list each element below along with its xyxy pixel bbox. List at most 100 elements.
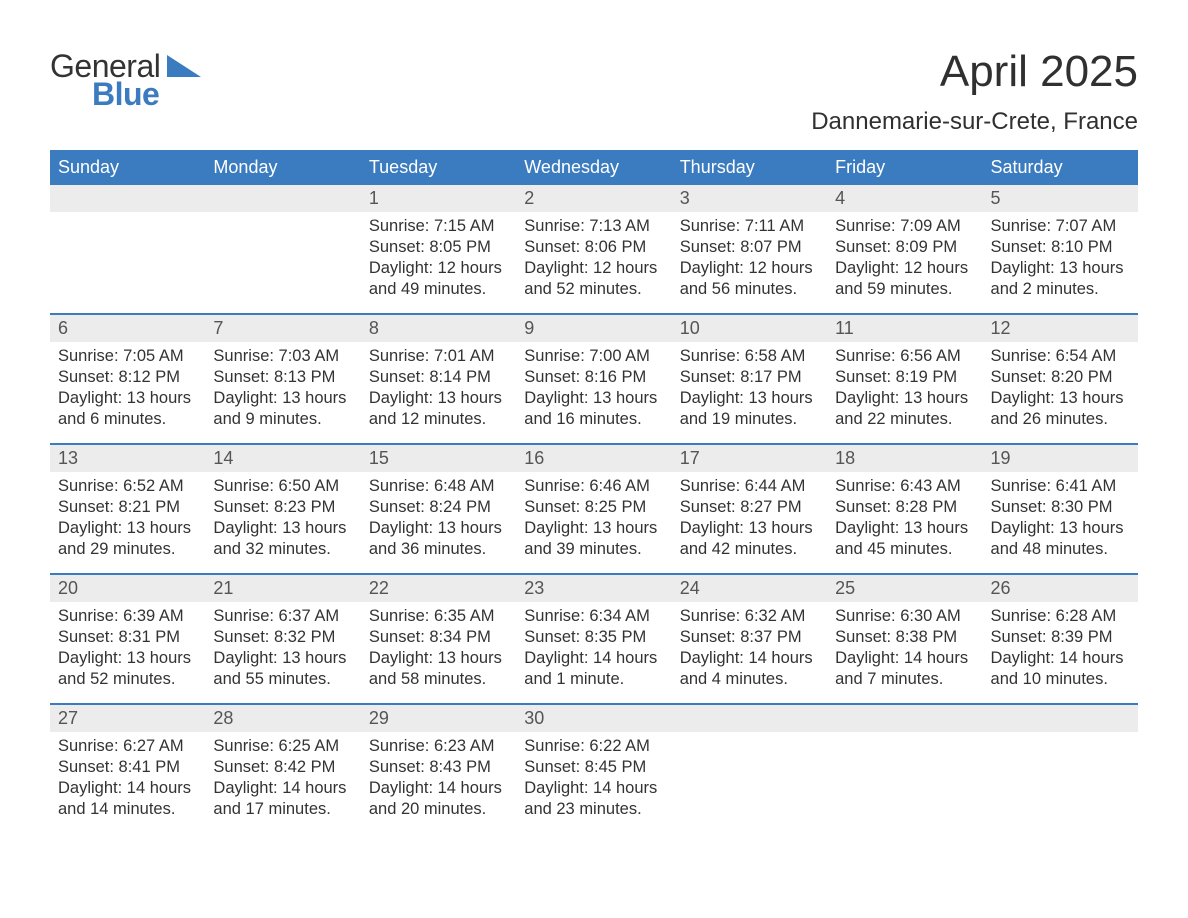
day-cell: 22Sunrise: 6:35 AMSunset: 8:34 PMDayligh… [361, 575, 516, 703]
day-body: Sunrise: 6:41 AMSunset: 8:30 PMDaylight:… [983, 472, 1138, 568]
sunrise-line: Sunrise: 6:30 AM [835, 606, 974, 627]
sunrise-line: Sunrise: 7:03 AM [213, 346, 352, 367]
day-body: Sunrise: 7:01 AMSunset: 8:14 PMDaylight:… [361, 342, 516, 438]
day-cell [983, 705, 1138, 833]
daylight-line: Daylight: 13 hours and 29 minutes. [58, 518, 197, 560]
day-number: 27 [50, 705, 205, 732]
day-cell: 3Sunrise: 7:11 AMSunset: 8:07 PMDaylight… [672, 185, 827, 313]
day-body: Sunrise: 6:35 AMSunset: 8:34 PMDaylight:… [361, 602, 516, 698]
day-number: 3 [672, 185, 827, 212]
day-number [672, 705, 827, 732]
weekday-header-cell: Thursday [672, 150, 827, 185]
day-body: Sunrise: 6:48 AMSunset: 8:24 PMDaylight:… [361, 472, 516, 568]
sunrise-line: Sunrise: 6:54 AM [991, 346, 1130, 367]
week-row: 27Sunrise: 6:27 AMSunset: 8:41 PMDayligh… [50, 703, 1138, 833]
sunrise-line: Sunrise: 6:37 AM [213, 606, 352, 627]
weekday-header-cell: Friday [827, 150, 982, 185]
sunrise-line: Sunrise: 6:50 AM [213, 476, 352, 497]
day-number: 19 [983, 445, 1138, 472]
day-body: Sunrise: 7:00 AMSunset: 8:16 PMDaylight:… [516, 342, 671, 438]
daylight-line: Daylight: 13 hours and 45 minutes. [835, 518, 974, 560]
day-number: 2 [516, 185, 671, 212]
daylight-line: Daylight: 13 hours and 19 minutes. [680, 388, 819, 430]
sunset-line: Sunset: 8:28 PM [835, 497, 974, 518]
day-cell: 20Sunrise: 6:39 AMSunset: 8:31 PMDayligh… [50, 575, 205, 703]
daylight-line: Daylight: 14 hours and 7 minutes. [835, 648, 974, 690]
daylight-line: Daylight: 13 hours and 26 minutes. [991, 388, 1130, 430]
day-cell: 13Sunrise: 6:52 AMSunset: 8:21 PMDayligh… [50, 445, 205, 573]
week-row: 6Sunrise: 7:05 AMSunset: 8:12 PMDaylight… [50, 313, 1138, 443]
day-cell: 12Sunrise: 6:54 AMSunset: 8:20 PMDayligh… [983, 315, 1138, 443]
day-cell: 29Sunrise: 6:23 AMSunset: 8:43 PMDayligh… [361, 705, 516, 833]
day-cell: 18Sunrise: 6:43 AMSunset: 8:28 PMDayligh… [827, 445, 982, 573]
sunset-line: Sunset: 8:09 PM [835, 237, 974, 258]
day-number: 8 [361, 315, 516, 342]
day-body: Sunrise: 6:39 AMSunset: 8:31 PMDaylight:… [50, 602, 205, 698]
daylight-line: Daylight: 13 hours and 2 minutes. [991, 258, 1130, 300]
day-number: 4 [827, 185, 982, 212]
day-body: Sunrise: 6:34 AMSunset: 8:35 PMDaylight:… [516, 602, 671, 698]
day-cell [672, 705, 827, 833]
daylight-line: Daylight: 14 hours and 1 minute. [524, 648, 663, 690]
day-number: 21 [205, 575, 360, 602]
day-number: 23 [516, 575, 671, 602]
sunset-line: Sunset: 8:25 PM [524, 497, 663, 518]
sunrise-line: Sunrise: 6:48 AM [369, 476, 508, 497]
daylight-line: Daylight: 12 hours and 56 minutes. [680, 258, 819, 300]
sunrise-line: Sunrise: 6:22 AM [524, 736, 663, 757]
sunset-line: Sunset: 8:34 PM [369, 627, 508, 648]
location-subtitle: Dannemarie-sur-Crete, France [811, 108, 1138, 136]
daylight-line: Daylight: 14 hours and 23 minutes. [524, 778, 663, 820]
daylight-line: Daylight: 13 hours and 22 minutes. [835, 388, 974, 430]
daylight-line: Daylight: 12 hours and 49 minutes. [369, 258, 508, 300]
day-number: 28 [205, 705, 360, 732]
day-body: Sunrise: 6:30 AMSunset: 8:38 PMDaylight:… [827, 602, 982, 698]
day-cell: 7Sunrise: 7:03 AMSunset: 8:13 PMDaylight… [205, 315, 360, 443]
day-number: 9 [516, 315, 671, 342]
day-cell: 27Sunrise: 6:27 AMSunset: 8:41 PMDayligh… [50, 705, 205, 833]
day-cell: 6Sunrise: 7:05 AMSunset: 8:12 PMDaylight… [50, 315, 205, 443]
day-body: Sunrise: 6:37 AMSunset: 8:32 PMDaylight:… [205, 602, 360, 698]
daylight-line: Daylight: 13 hours and 39 minutes. [524, 518, 663, 560]
day-number: 16 [516, 445, 671, 472]
day-number: 13 [50, 445, 205, 472]
day-body: Sunrise: 6:44 AMSunset: 8:27 PMDaylight:… [672, 472, 827, 568]
day-body: Sunrise: 6:54 AMSunset: 8:20 PMDaylight:… [983, 342, 1138, 438]
day-cell: 23Sunrise: 6:34 AMSunset: 8:35 PMDayligh… [516, 575, 671, 703]
sunset-line: Sunset: 8:20 PM [991, 367, 1130, 388]
day-body: Sunrise: 6:28 AMSunset: 8:39 PMDaylight:… [983, 602, 1138, 698]
day-body: Sunrise: 7:03 AMSunset: 8:13 PMDaylight:… [205, 342, 360, 438]
day-body: Sunrise: 7:15 AMSunset: 8:05 PMDaylight:… [361, 212, 516, 308]
day-cell: 17Sunrise: 6:44 AMSunset: 8:27 PMDayligh… [672, 445, 827, 573]
sunset-line: Sunset: 8:43 PM [369, 757, 508, 778]
day-number: 6 [50, 315, 205, 342]
day-cell: 30Sunrise: 6:22 AMSunset: 8:45 PMDayligh… [516, 705, 671, 833]
day-number: 10 [672, 315, 827, 342]
sunset-line: Sunset: 8:35 PM [524, 627, 663, 648]
daylight-line: Daylight: 12 hours and 59 minutes. [835, 258, 974, 300]
brand-text: General Blue [50, 50, 201, 110]
day-cell: 5Sunrise: 7:07 AMSunset: 8:10 PMDaylight… [983, 185, 1138, 313]
sunrise-line: Sunrise: 6:25 AM [213, 736, 352, 757]
sunset-line: Sunset: 8:24 PM [369, 497, 508, 518]
day-body: Sunrise: 6:50 AMSunset: 8:23 PMDaylight:… [205, 472, 360, 568]
day-cell: 26Sunrise: 6:28 AMSunset: 8:39 PMDayligh… [983, 575, 1138, 703]
weekday-header-cell: Sunday [50, 150, 205, 185]
day-body: Sunrise: 7:11 AMSunset: 8:07 PMDaylight:… [672, 212, 827, 308]
sunrise-line: Sunrise: 6:43 AM [835, 476, 974, 497]
sunset-line: Sunset: 8:27 PM [680, 497, 819, 518]
day-body: Sunrise: 7:05 AMSunset: 8:12 PMDaylight:… [50, 342, 205, 438]
day-cell: 8Sunrise: 7:01 AMSunset: 8:14 PMDaylight… [361, 315, 516, 443]
sunset-line: Sunset: 8:30 PM [991, 497, 1130, 518]
day-number: 22 [361, 575, 516, 602]
day-cell: 4Sunrise: 7:09 AMSunset: 8:09 PMDaylight… [827, 185, 982, 313]
sunrise-line: Sunrise: 6:23 AM [369, 736, 508, 757]
day-body: Sunrise: 7:07 AMSunset: 8:10 PMDaylight:… [983, 212, 1138, 308]
day-number: 20 [50, 575, 205, 602]
daylight-line: Daylight: 13 hours and 12 minutes. [369, 388, 508, 430]
daylight-line: Daylight: 13 hours and 16 minutes. [524, 388, 663, 430]
week-row: 13Sunrise: 6:52 AMSunset: 8:21 PMDayligh… [50, 443, 1138, 573]
sunrise-line: Sunrise: 6:58 AM [680, 346, 819, 367]
day-cell: 24Sunrise: 6:32 AMSunset: 8:37 PMDayligh… [672, 575, 827, 703]
day-body: Sunrise: 6:43 AMSunset: 8:28 PMDaylight:… [827, 472, 982, 568]
